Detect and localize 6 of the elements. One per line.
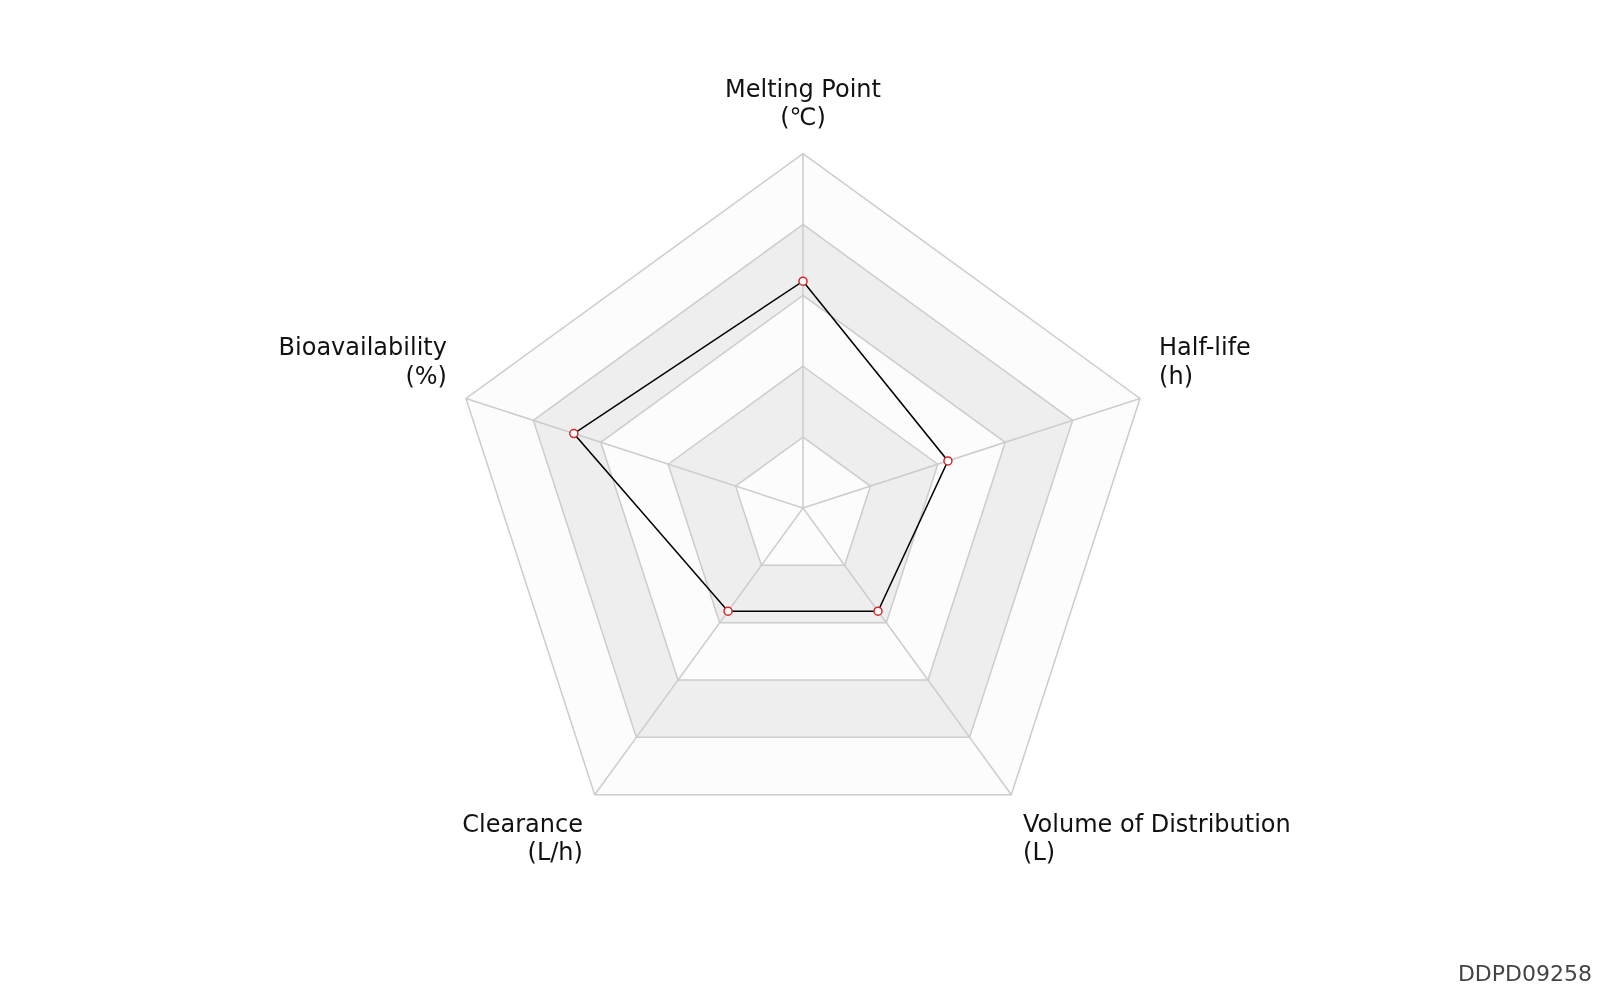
spoke-label: Melting Point (℃): [725, 74, 881, 132]
text: DDPD09258: [1457, 961, 1592, 986]
spoke-label: Volume of Distribution (L): [1023, 809, 1291, 867]
spoke-label: Bioavailability (%): [278, 333, 447, 391]
spoke-label: Half-life (h): [1159, 333, 1251, 391]
spoke-label: Clearance (L/h): [462, 809, 583, 867]
